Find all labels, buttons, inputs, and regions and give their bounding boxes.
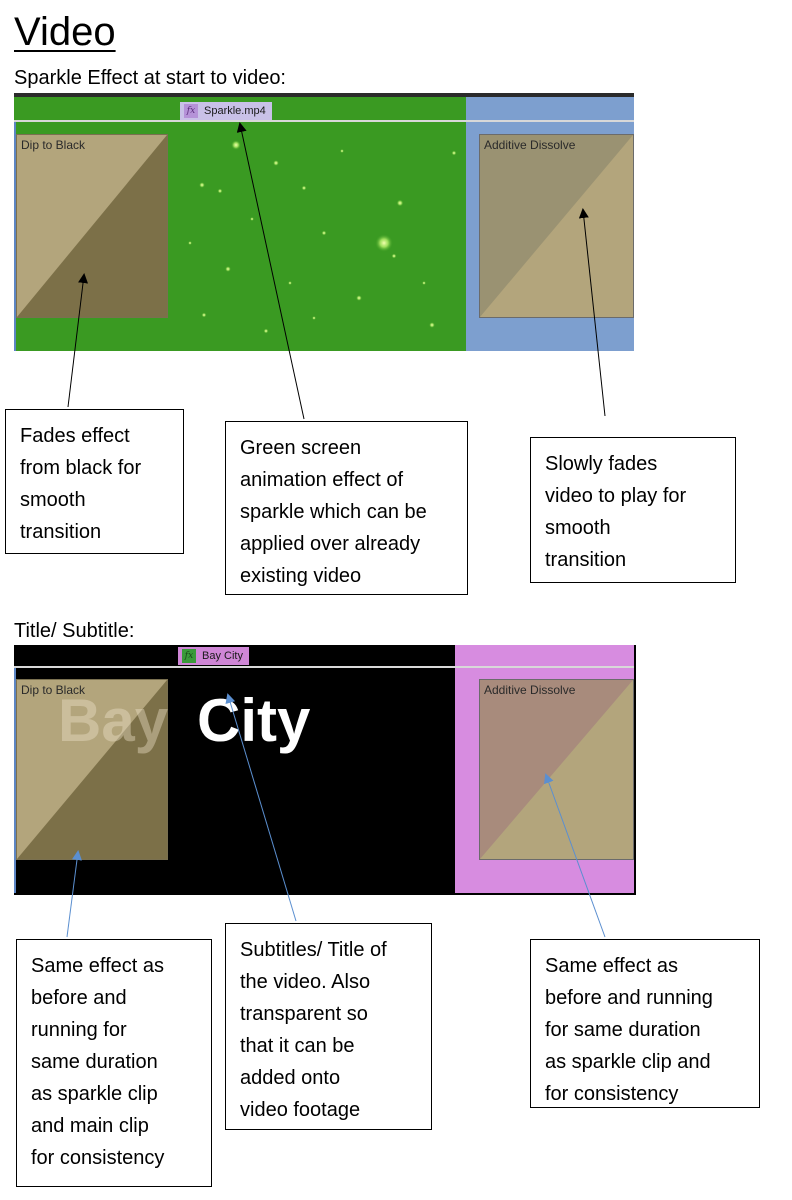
arrow-subtitles-to-title xyxy=(225,693,297,922)
arrow-slowly-to-dissolve xyxy=(578,208,606,417)
track-separator xyxy=(14,666,634,668)
transition-label: Dip to Black xyxy=(21,683,86,697)
arrow-fades-to-dip xyxy=(67,273,89,408)
dip-to-black-transition[interactable]: Dip to Black xyxy=(16,679,168,860)
callout-slowly-fades: Slowly fades video to play for smooth tr… xyxy=(530,437,736,583)
bay-city-clip-label[interactable]: fx Bay City xyxy=(178,647,249,665)
track-edge-marker xyxy=(14,122,16,351)
timeline-bottom-border xyxy=(14,893,636,895)
additive-dissolve-transition[interactable]: Additive Dissolve xyxy=(479,679,634,860)
callout-fades-effect: Fades effect from black for smooth trans… xyxy=(5,409,184,554)
arrow-same-right-to-dissolve xyxy=(544,773,606,938)
fx-icon: fx xyxy=(184,104,198,118)
callout-subtitles: Subtitles/ Title of the video. Also tran… xyxy=(225,923,432,1130)
clip-name: Sparkle.mp4 xyxy=(204,105,266,117)
transition-swatch xyxy=(479,134,634,318)
dip-to-black-transition[interactable]: Dip to Black xyxy=(16,134,168,318)
transition-label: Dip to Black xyxy=(21,138,86,152)
title-overlay-faded: Bay xyxy=(58,687,169,754)
fx-icon: fx xyxy=(182,649,196,663)
transition-swatch xyxy=(16,679,168,860)
section-heading-sparkle: Sparkle Effect at start to video: xyxy=(14,67,286,89)
arrow-green-to-sparkle xyxy=(236,122,305,420)
title-overlay-bright: City xyxy=(197,687,311,754)
additive-dissolve-transition[interactable]: Additive Dissolve xyxy=(479,134,634,318)
clip-name: Bay City xyxy=(202,650,243,662)
callout-same-effect-left: Same effect as before and running for sa… xyxy=(16,939,212,1187)
transition-swatch xyxy=(479,679,634,860)
track-separator xyxy=(14,120,634,122)
transition-label: Additive Dissolve xyxy=(484,138,576,152)
arrow-same-left-to-dip xyxy=(66,850,82,938)
timeline-top-strip xyxy=(14,93,634,97)
sparkle-particles xyxy=(188,140,457,334)
title-timeline-screenshot: fx Bay City Dip to Black Bay City Additi… xyxy=(14,645,636,895)
callout-green-screen: Green screen animation effect of sparkle… xyxy=(225,421,468,595)
transition-swatch xyxy=(16,134,168,318)
section-heading-title: Title/ Subtitle: xyxy=(14,620,135,642)
sparkle-clip-label[interactable]: fx Sparkle.mp4 xyxy=(180,102,272,120)
sparkle-timeline-screenshot: fx Sparkle.mp4 Dip to Black Additive Dis… xyxy=(14,93,634,351)
callout-same-effect-right: Same effect as before and running for sa… xyxy=(530,939,760,1108)
transition-label: Additive Dissolve xyxy=(484,683,576,697)
page-title: Video xyxy=(14,10,116,54)
timeline-right-border xyxy=(634,855,636,895)
track-edge-marker xyxy=(14,668,16,893)
